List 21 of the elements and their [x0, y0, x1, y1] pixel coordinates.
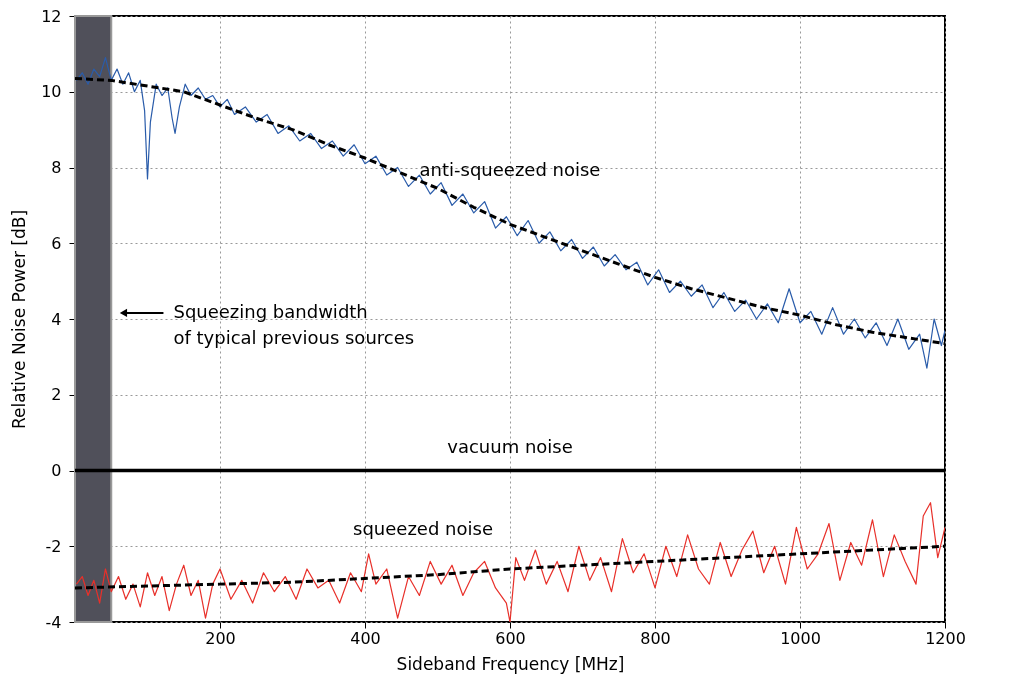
ref-line-label: vacuum noise — [447, 435, 573, 457]
y-tick-label: 12 — [41, 6, 62, 26]
series-label: anti-squeezed noise — [419, 158, 601, 180]
y-tick-label: -4 — [45, 612, 62, 632]
x-tick-label: 1000 — [780, 628, 821, 648]
y-tick-label: 10 — [41, 82, 62, 102]
y-tick-label: 0 — [51, 461, 62, 480]
y-axis-title: Relative Noise Power [dB] — [9, 209, 30, 430]
x-tick-label: 200 — [205, 628, 236, 648]
x-tick-label: 600 — [495, 628, 526, 648]
series-label: squeezed noise — [353, 518, 493, 540]
annotation: Squeezing bandwidth of typical previous sources — [173, 300, 415, 348]
x-tick-label: 1200 — [925, 628, 966, 648]
y-tick-label: 4 — [51, 309, 62, 329]
y-tick-label: 8 — [51, 158, 62, 177]
y-tick-label: 6 — [51, 233, 62, 253]
y-tick-label: -2 — [45, 536, 62, 556]
x-tick-label: 800 — [640, 628, 671, 648]
x-tick-label: 400 — [350, 628, 381, 648]
x-axis-title: Sideband Frequency [MHz] — [396, 653, 625, 674]
y-tick-label: 2 — [51, 385, 62, 405]
